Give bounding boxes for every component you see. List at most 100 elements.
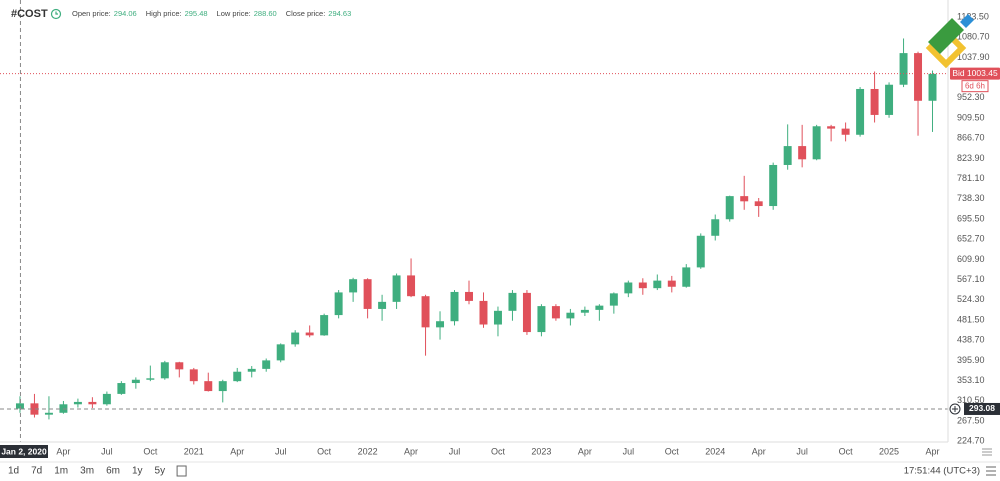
- clock: 17:51:44 (UTC+3): [904, 466, 980, 477]
- toolbar: 1d 7d 1m 3m 6m 1y 5y 17:51:44 (UTC+3): [8, 465, 996, 477]
- crosshair-price: 293.08: [969, 403, 995, 413]
- candle-body: [117, 383, 126, 394]
- range-button[interactable]: 5y: [155, 466, 166, 477]
- candle-body: [595, 305, 604, 310]
- x-tick-label: 2025: [879, 446, 899, 456]
- candle-body: [812, 126, 821, 160]
- readout-value: 294.06: [114, 9, 137, 18]
- candle-body: [928, 73, 937, 101]
- y-tick-label: 267.50: [957, 415, 985, 425]
- candle-body: [189, 369, 198, 382]
- x-tick-label: Oct: [317, 446, 332, 456]
- candle-body: [146, 378, 155, 380]
- candle-body: [334, 292, 343, 316]
- y-tick-label: 781.10: [957, 173, 985, 183]
- candle-body: [392, 275, 401, 302]
- crosshair-time-box: [0, 445, 48, 458]
- candle-body: [754, 201, 763, 207]
- range-button[interactable]: 1d: [8, 466, 19, 477]
- symbol: #COST: [11, 8, 48, 20]
- y-tick-label: 952.30: [957, 92, 985, 102]
- range-button[interactable]: 7d: [31, 466, 42, 477]
- candle-body: [421, 296, 430, 328]
- x-tick-label: Oct: [839, 446, 854, 456]
- candle-body: [566, 312, 575, 319]
- settings-icon[interactable]: [986, 466, 996, 476]
- candle-body: [363, 279, 372, 309]
- candle-body: [856, 88, 865, 135]
- candle-body: [493, 310, 502, 325]
- candle-body: [624, 282, 633, 294]
- x-tick-label: 2021: [184, 446, 204, 456]
- candle-body: [638, 282, 647, 289]
- logo: [925, 14, 974, 69]
- y-tick-label: 1080.70: [957, 32, 990, 42]
- y-tick-label: 652.70: [957, 234, 985, 244]
- y-tick-label: 738.30: [957, 193, 985, 203]
- readout-name: High price:: [146, 9, 182, 18]
- candle-body: [30, 403, 39, 415]
- x-tick-label: Jul: [449, 446, 461, 456]
- candle-body: [508, 292, 517, 311]
- candle-body: [262, 360, 271, 369]
- x-tick-label: Oct: [665, 446, 680, 456]
- candle-body: [653, 280, 662, 289]
- y-tick-label: 1037.90: [957, 52, 990, 62]
- candle-body: [580, 309, 589, 313]
- y-tick-label: 224.70: [957, 436, 985, 446]
- candle-body: [914, 53, 923, 101]
- candle-body: [73, 401, 82, 405]
- readout-value: 295.48: [185, 9, 208, 18]
- x-tick-label: Apr: [404, 446, 418, 456]
- overlay: [0, 0, 948, 442]
- range-button[interactable]: 3m: [80, 466, 94, 477]
- y-tick-label: 481.50: [957, 314, 985, 324]
- range-button[interactable]: 6m: [106, 466, 120, 477]
- readout-value: 288.60: [254, 9, 277, 18]
- candle-body: [827, 126, 836, 129]
- candle-body: [667, 280, 676, 287]
- candle-body: [725, 196, 734, 220]
- candle-body: [609, 293, 618, 306]
- readout-name: Open price:: [72, 9, 111, 18]
- candle-body: [175, 362, 184, 370]
- readout-value: 294.63: [328, 9, 351, 18]
- y-tick-label: 823.90: [957, 153, 985, 163]
- y-tick-label: 909.50: [957, 112, 985, 122]
- y-tick-label: 1123.50: [957, 11, 989, 21]
- calendar-icon[interactable]: [176, 465, 187, 477]
- candle-body: [798, 146, 807, 160]
- candle-body: [783, 146, 792, 165]
- candles: [15, 38, 937, 420]
- x-tick-label: Oct: [491, 446, 506, 456]
- crosshair-add-plus: [952, 405, 958, 412]
- y-tick-label: 866.70: [957, 133, 985, 143]
- x-tick-label: 2023: [531, 446, 551, 456]
- y-tick-label: 310.50: [957, 395, 985, 405]
- x-tick-label: Apr: [926, 446, 940, 456]
- axes: 224.70 267.50 310.50 353.10 395.90 438.70 481.…: [0, 11, 1000, 458]
- readout-name: Close price:: [286, 9, 326, 18]
- axis-settings-icon[interactable]: [982, 448, 992, 456]
- candle-body: [885, 84, 894, 115]
- candle-body: [204, 381, 213, 392]
- x-tick-label: Apr: [752, 446, 766, 456]
- candle-body: [465, 291, 473, 301]
- range-button[interactable]: 1y: [132, 466, 143, 477]
- candle-body: [305, 332, 314, 336]
- x-tick-label: Jul: [101, 446, 113, 456]
- y-tick-label: 567.10: [957, 274, 985, 284]
- candle-body: [551, 306, 560, 319]
- candle-body: [44, 412, 53, 415]
- candle-body: [378, 301, 387, 309]
- range-button[interactable]: 1m: [54, 466, 68, 477]
- x-tick-label: Jul: [796, 446, 808, 456]
- x-tick-label: Oct: [143, 446, 158, 456]
- candle-body: [349, 279, 358, 293]
- clock-icon: [50, 8, 62, 20]
- candle-body: [407, 275, 416, 297]
- candle-body: [247, 368, 256, 372]
- candle-body: [320, 315, 329, 336]
- candle-body: [291, 332, 300, 345]
